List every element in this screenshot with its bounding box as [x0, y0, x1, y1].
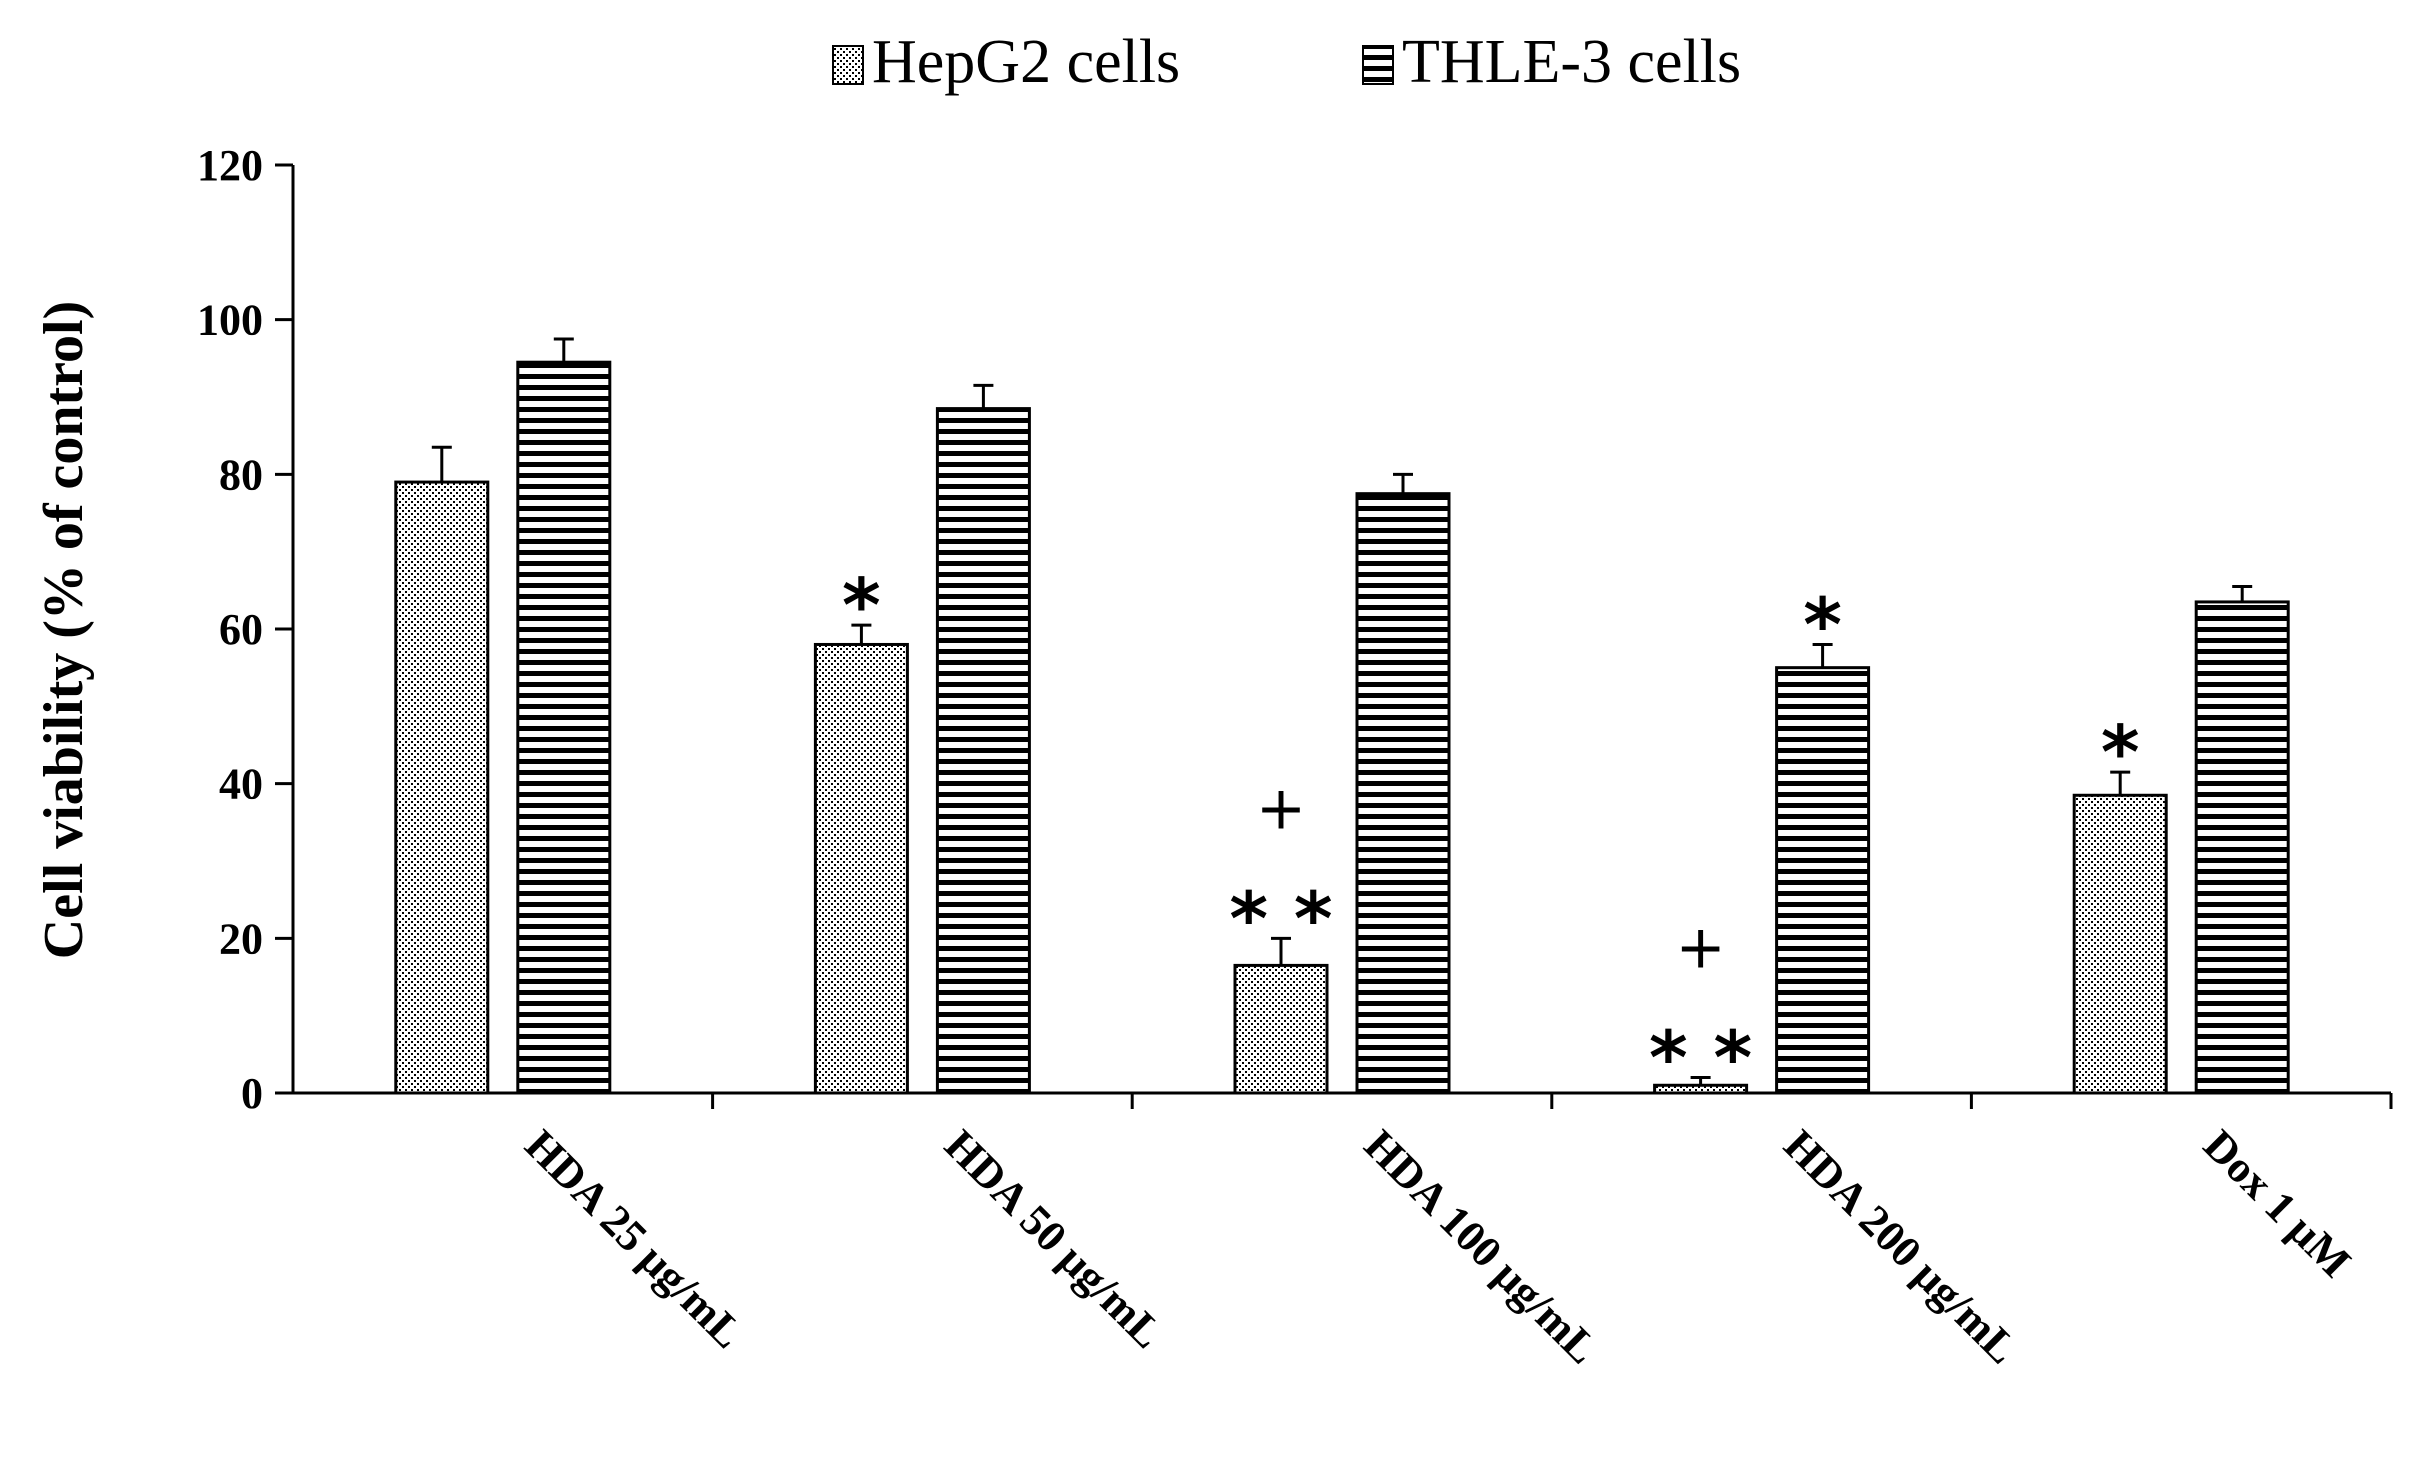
bar-thle3 — [1775, 666, 1871, 1095]
x-axis-ticks — [711, 1093, 2393, 1109]
x-category-label: HDA 100 μg/mL — [1355, 1120, 1608, 1373]
legend: HepG2 cells THLE-3 cells — [832, 28, 1741, 96]
bar-hepg2 — [394, 480, 490, 1095]
y-tick-label: 20 — [219, 914, 263, 963]
y-tick-label: 100 — [197, 296, 263, 345]
legend-label-thle3: THLE-3 cells — [1402, 28, 1741, 96]
y-axis-ticks: 0 20 40 60 80 100 120 — [197, 141, 293, 1118]
significance-plus: + — [1675, 913, 1725, 983]
y-tick-label: 40 — [219, 760, 263, 809]
category-labels: HDA 25 μg/mL HDA 50 μg/mL HDA 100 μg/mL HDA… — [516, 1120, 2361, 1373]
legend-item-hepg2: HepG2 cells — [832, 28, 1180, 96]
error-bars — [431, 337, 2253, 1086]
bar-hepg2 — [813, 642, 909, 1095]
y-axis-label: Cell viability (% of control) — [33, 301, 95, 959]
y-tick-label: 80 — [219, 450, 263, 499]
significance-star: * * — [1229, 876, 1332, 962]
bar-thle3 — [1355, 492, 1451, 1095]
x-category-label: Dox 1 μM — [2194, 1120, 2360, 1286]
x-category-label: HDA 200 μg/mL — [1775, 1120, 2028, 1373]
significance-star: * — [1803, 582, 1842, 668]
y-tick-label: 60 — [219, 605, 263, 654]
y-tick-label: 120 — [197, 141, 263, 190]
significance-star: * — [2101, 710, 2140, 796]
legend-item-thle3: THLE-3 cells — [1362, 28, 1741, 96]
legend-swatch-thle3 — [1362, 45, 1394, 85]
significance-star: * — [842, 563, 881, 649]
x-category-label: HDA 50 μg/mL — [935, 1120, 1172, 1357]
bar-thle3 — [516, 360, 612, 1095]
legend-swatch-hepg2 — [832, 45, 864, 85]
bar-hepg2 — [2072, 793, 2168, 1095]
significance-star: * * — [1649, 1016, 1752, 1102]
x-category-label: HDA 25 μg/mL — [516, 1120, 753, 1357]
legend-label-hepg2: HepG2 cells — [872, 28, 1180, 96]
bar-thle3 — [2194, 600, 2290, 1095]
significance-plus: + — [1256, 773, 1306, 843]
bar-thle3 — [935, 407, 1031, 1095]
y-tick-label: 0 — [241, 1069, 263, 1118]
bar-hepg2 — [1233, 963, 1329, 1095]
bars — [394, 360, 2290, 1095]
significance-annotations: * * * + * * + * * — [842, 563, 2140, 1101]
